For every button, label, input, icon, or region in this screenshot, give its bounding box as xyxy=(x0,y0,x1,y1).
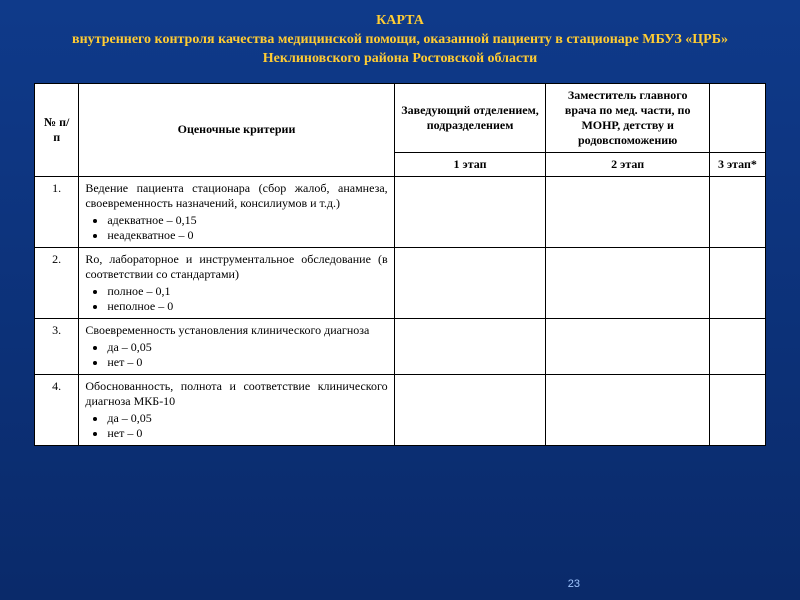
row-criteria: Своевременность установления клиническог… xyxy=(79,318,394,374)
slide: КАРТА внутреннего контроля качества меди… xyxy=(0,0,800,600)
criteria-text: Ведение пациента стационара (сбор жалоб,… xyxy=(85,181,387,211)
row-num: 3. xyxy=(35,318,79,374)
criteria-option: нет – 0 xyxy=(107,426,387,441)
table-row: 1.Ведение пациента стационара (сбор жало… xyxy=(35,176,766,247)
slide-title: КАРТА внутреннего контроля качества меди… xyxy=(34,12,766,69)
row-criteria: Ведение пациента стационара (сбор жалоб,… xyxy=(79,176,394,247)
title-line1: КАРТА xyxy=(34,12,766,31)
stage-cell xyxy=(394,374,546,445)
criteria-text: Обоснованность, полнота и соответствие к… xyxy=(85,379,387,409)
table-body: 1.Ведение пациента стационара (сбор жало… xyxy=(35,176,766,445)
criteria-option: неадекватное – 0 xyxy=(107,228,387,243)
stage-cell xyxy=(546,318,709,374)
criteria-options: адекватное – 0,15неадекватное – 0 xyxy=(85,213,387,243)
criteria-text: Своевременность установления клиническог… xyxy=(85,323,387,338)
row-num: 2. xyxy=(35,247,79,318)
criteria-options: да – 0,05нет – 0 xyxy=(85,411,387,441)
table-row: 4.Обоснованность, полнота и соответствие… xyxy=(35,374,766,445)
criteria-option: нет – 0 xyxy=(107,355,387,370)
stage-cell xyxy=(546,374,709,445)
table-row: 3. Своевременность установления клиническ… xyxy=(35,318,766,374)
title-line2: внутреннего контроля качества медицинско… xyxy=(72,32,728,66)
criteria-options: да – 0,05нет – 0 xyxy=(85,340,387,370)
th-num: № п/п xyxy=(35,83,79,176)
criteria-option: да – 0,05 xyxy=(107,340,387,355)
page-number: 23 xyxy=(568,578,580,590)
stage-cell xyxy=(394,176,546,247)
stage-cell xyxy=(709,374,765,445)
th-stage3-top xyxy=(709,83,765,152)
row-criteria: Ro, лабораторное и инструментальное обсл… xyxy=(79,247,394,318)
stage-cell xyxy=(394,318,546,374)
stage-cell xyxy=(709,318,765,374)
th-stage2: 2 этап xyxy=(546,152,709,176)
stage-cell xyxy=(709,176,765,247)
stage-cell xyxy=(546,247,709,318)
criteria-text: Ro, лабораторное и инструментальное обсл… xyxy=(85,252,387,282)
stage-cell xyxy=(709,247,765,318)
stage-cell xyxy=(394,247,546,318)
th-stage3: 3 этап* xyxy=(709,152,765,176)
th-stage1: 1 этап xyxy=(394,152,546,176)
th-criteria: Оценочные критерии xyxy=(79,83,394,176)
criteria-option: адекватное – 0,15 xyxy=(107,213,387,228)
table-row: 2.Ro, лабораторное и инструментальное об… xyxy=(35,247,766,318)
table-header-row1: № п/п Оценочные критерии Заведующий отде… xyxy=(35,83,766,152)
th-stage2-top: Заместитель главного врача по мед. части… xyxy=(546,83,709,152)
criteria-option: полное – 0,1 xyxy=(107,284,387,299)
th-stage1-top: Заведующий отделением, подразделением xyxy=(394,83,546,152)
criteria-table: № п/п Оценочные критерии Заведующий отде… xyxy=(34,83,766,446)
stage-cell xyxy=(546,176,709,247)
row-num: 4. xyxy=(35,374,79,445)
row-num: 1. xyxy=(35,176,79,247)
criteria-option: да – 0,05 xyxy=(107,411,387,426)
criteria-option: неполное – 0 xyxy=(107,299,387,314)
row-criteria: Обоснованность, полнота и соответствие к… xyxy=(79,374,394,445)
criteria-options: полное – 0,1неполное – 0 xyxy=(85,284,387,314)
